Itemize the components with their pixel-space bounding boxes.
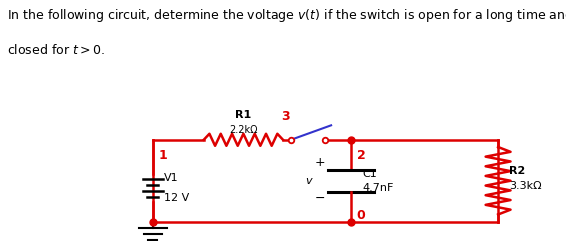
Text: 2: 2	[357, 149, 365, 162]
Text: v: v	[305, 176, 312, 186]
Text: 3: 3	[281, 110, 290, 123]
Text: 3.3kΩ: 3.3kΩ	[509, 181, 542, 191]
Text: V1: V1	[164, 173, 179, 183]
Text: In the following circuit, determine the voltage $v(t)$ if the switch is open for: In the following circuit, determine the …	[7, 7, 566, 24]
Text: 12 V: 12 V	[164, 193, 190, 203]
Text: 4.7nF: 4.7nF	[362, 183, 393, 193]
Text: 0: 0	[357, 209, 365, 222]
Text: closed for $t > 0$.: closed for $t > 0$.	[7, 43, 105, 57]
Text: −: −	[315, 192, 325, 205]
Text: C1: C1	[362, 168, 377, 179]
Text: 2.2kΩ: 2.2kΩ	[229, 125, 258, 135]
Text: +: +	[315, 156, 325, 169]
Text: R2: R2	[509, 166, 526, 176]
Text: 1: 1	[158, 149, 167, 162]
Text: R1: R1	[235, 111, 251, 120]
